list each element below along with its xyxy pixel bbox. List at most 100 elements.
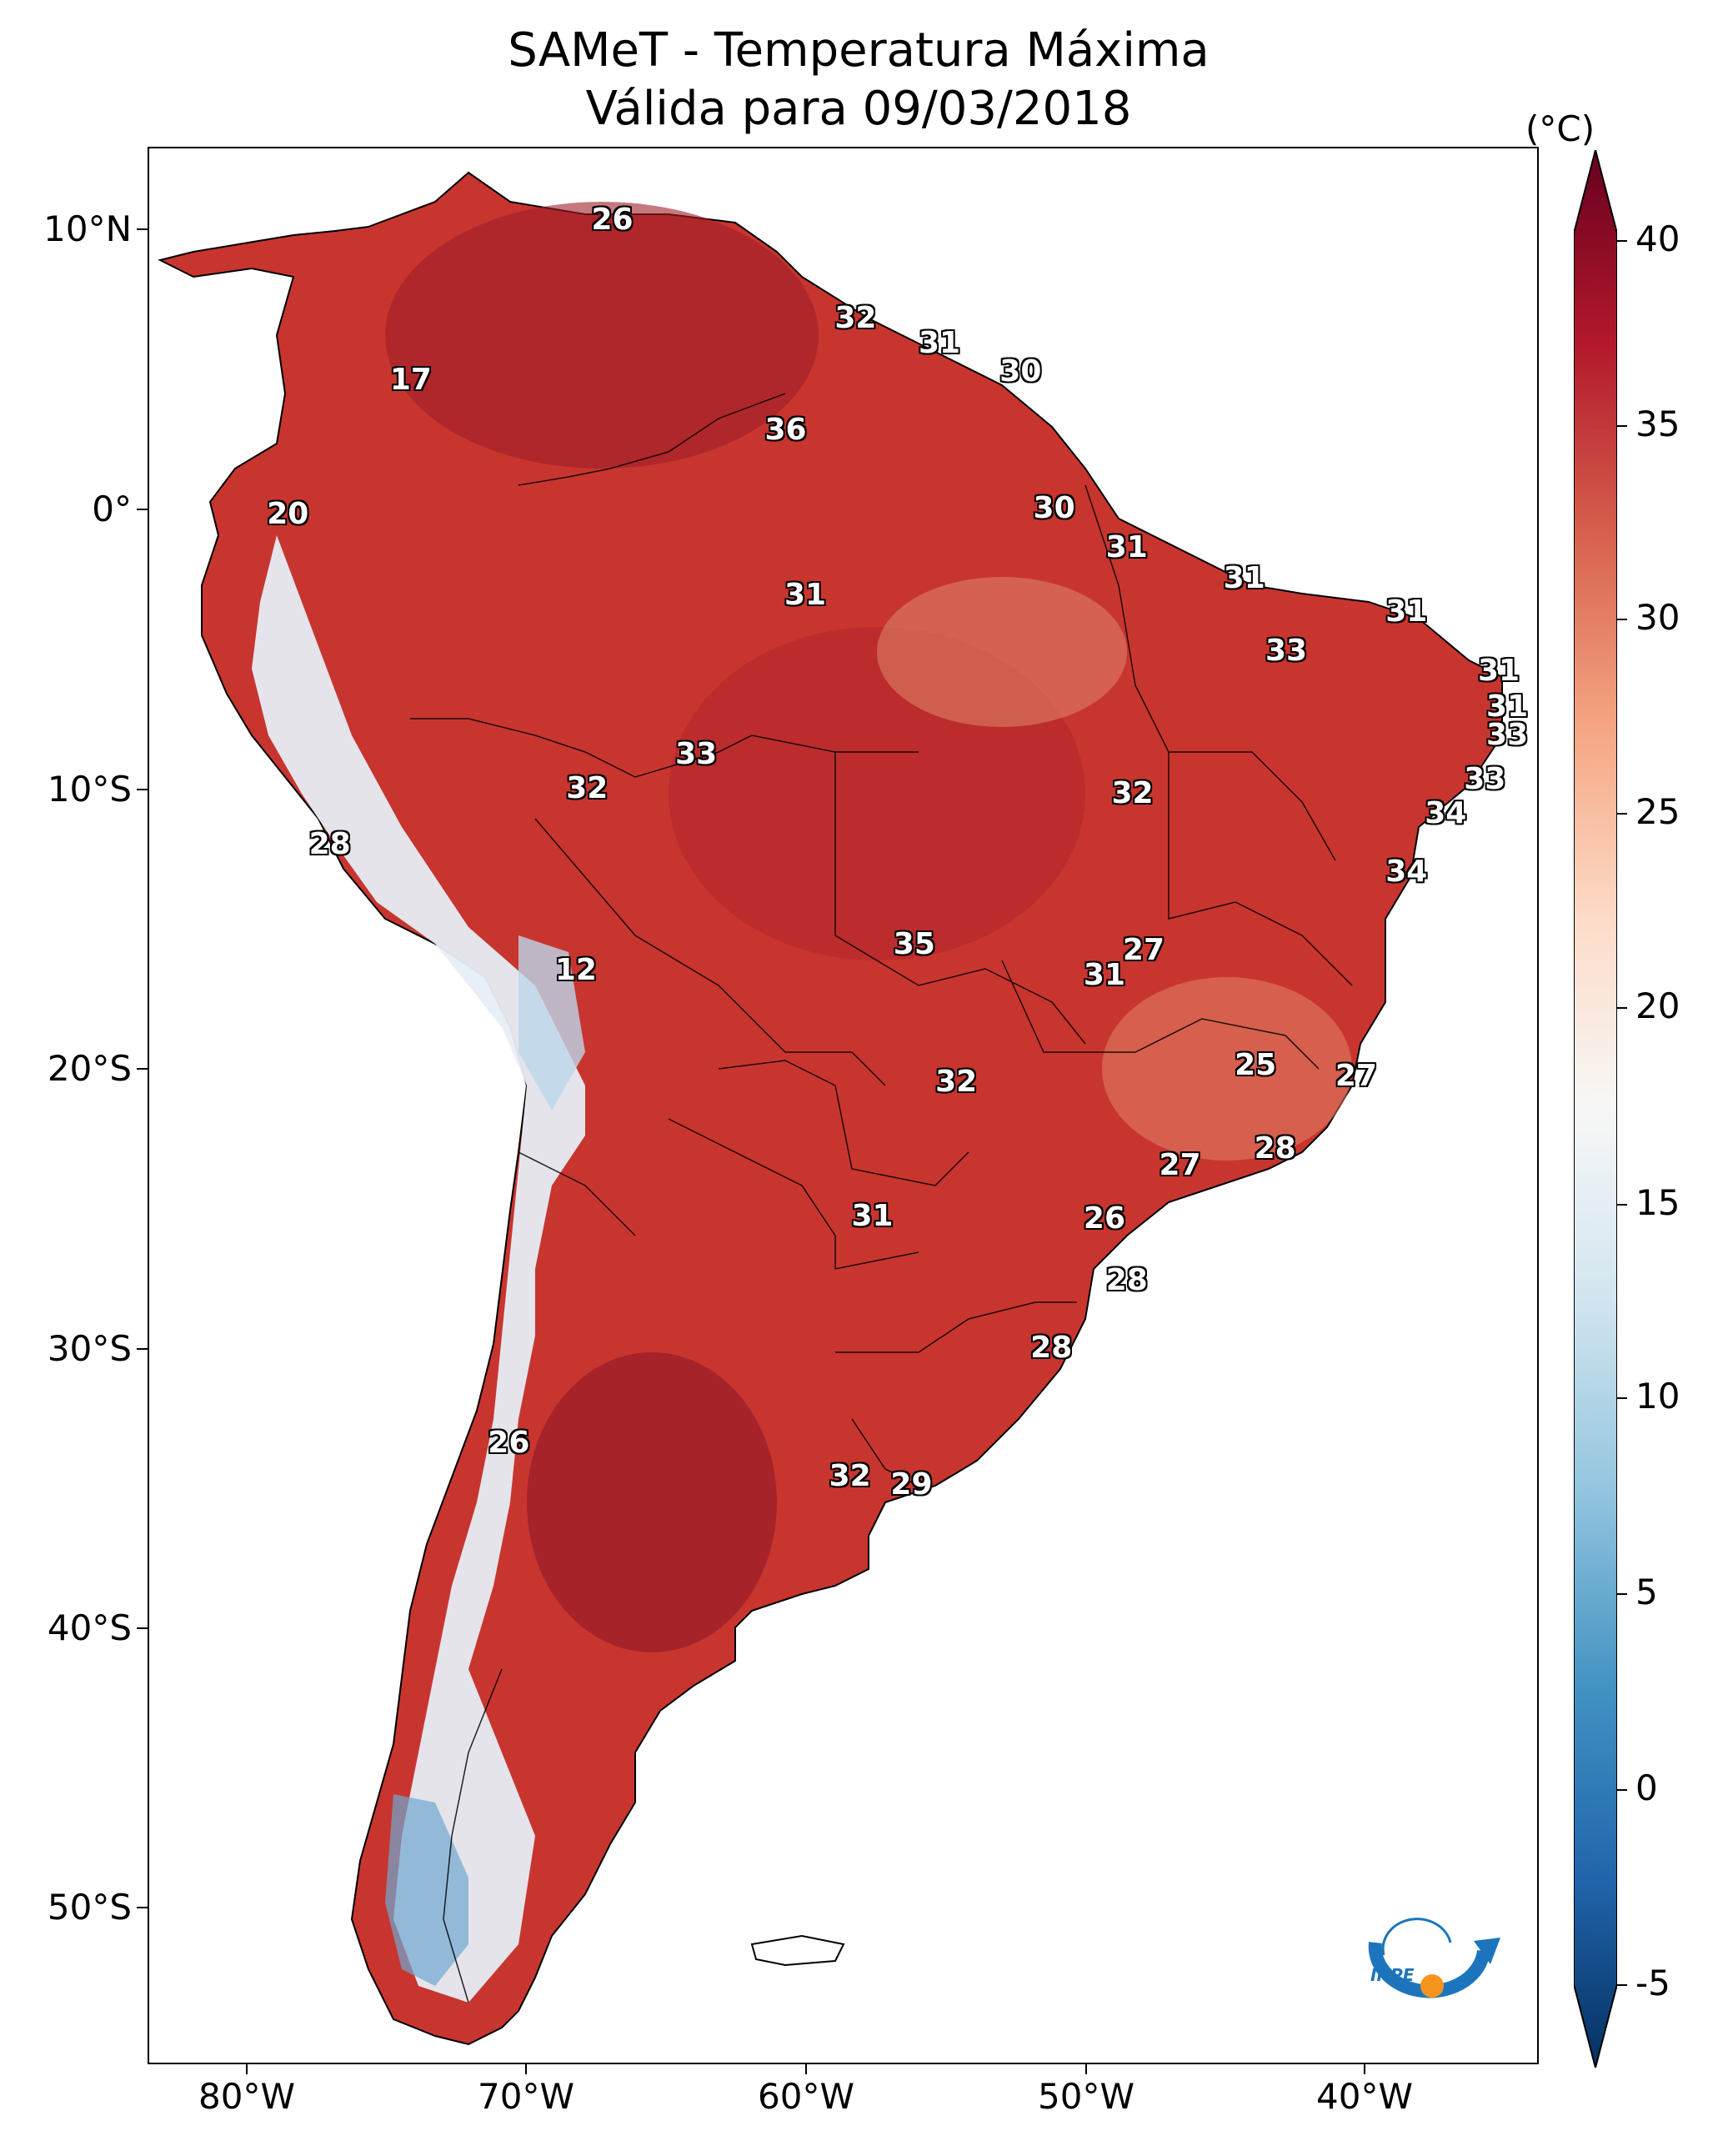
colorbar-tick [1617, 813, 1627, 815]
colorbar-unit: (°C) [1525, 108, 1595, 149]
falkland-islands [750, 1934, 845, 1967]
temperature-label: 33 [1265, 634, 1308, 669]
colorbar-tick [1617, 619, 1627, 620]
colorbar-label-20: 20 [1635, 985, 1680, 1026]
colorbar-tick [1617, 1204, 1627, 1206]
lon-label-40w: 40°W [1316, 2076, 1413, 2117]
patagonia-cold-zone [385, 1794, 468, 1986]
lat-label-30s: 30°S [47, 1328, 132, 1369]
lon-tick [525, 2064, 527, 2074]
temperature-label: 20 [267, 496, 309, 531]
title-line-1: SAMeT - Temperatura Máxima [508, 23, 1210, 78]
inpe-logo-text: INPE [1370, 1965, 1415, 1985]
temperature-label: 33 [675, 737, 718, 772]
continent-shape [158, 171, 1503, 2046]
colorbar-label-10: 10 [1635, 1376, 1680, 1416]
colorbar-label-minus5: -5 [1635, 1963, 1670, 2003]
temperature-label: 27 [1335, 1059, 1377, 1094]
lat-tick [137, 1068, 148, 1070]
lat-tick [137, 228, 148, 230]
lat-tick [137, 1907, 148, 1908]
colorbar-gradient [1574, 150, 1617, 2068]
colorbar-label-40: 40 [1635, 218, 1680, 259]
temperature-label: 34 [1385, 855, 1428, 890]
temperature-label: 34 [1425, 795, 1467, 830]
temperature-label: 33 [1464, 762, 1506, 797]
temperature-label: 28 [1105, 1262, 1148, 1297]
temperature-label: 31 [1105, 529, 1148, 564]
map-panel [148, 147, 1539, 2064]
temperature-label: 31 [918, 326, 961, 361]
temperature-label: 28 [1030, 1330, 1073, 1365]
inpe-logo: INPE [1368, 1918, 1500, 1998]
lat-label-10n: 10°N [43, 208, 132, 249]
temperature-label: 31 [1223, 560, 1265, 595]
colorbar-label-0: 0 [1635, 1767, 1658, 1808]
lat-label-50s: 50°S [47, 1887, 132, 1928]
temperature-label: 36 [764, 413, 807, 448]
lon-label-80w: 80°W [198, 2076, 295, 2117]
lon-tick [1085, 2064, 1087, 2074]
temperature-label: 12 [554, 952, 597, 987]
temperature-label: 17 [389, 362, 432, 397]
colorbar [1574, 150, 1617, 2068]
colorbar-label-5: 5 [1635, 1572, 1658, 1612]
lat-label-0: 0° [92, 489, 132, 529]
temperature-label: 25 [1235, 1047, 1277, 1082]
lon-label-60w: 60°W [758, 2076, 854, 2117]
lat-tick [137, 1627, 148, 1629]
temperature-label: 28 [308, 826, 351, 861]
colorbar-tick [1617, 1007, 1627, 1009]
temperature-label: 31 [1083, 958, 1126, 993]
lon-tick [1364, 2064, 1365, 2074]
altiplano-cold-zone [518, 935, 585, 1111]
temperature-label: 26 [1083, 1201, 1126, 1236]
temperature-label: 26 [488, 1425, 530, 1460]
temperature-label: 32 [566, 770, 609, 805]
temperature-label: 31 [1477, 653, 1520, 688]
lat-label-10s: 10°S [47, 769, 132, 810]
lon-tick [805, 2064, 807, 2074]
temperature-label: 31 [784, 578, 827, 612]
lon-tick [246, 2064, 248, 2074]
temperature-label: 32 [1111, 776, 1154, 811]
country-borders [410, 393, 1353, 2003]
andes-cool-band [252, 535, 585, 2003]
colorbar-tick [1617, 425, 1627, 427]
lat-tick [137, 509, 148, 510]
temperature-label: 28 [1254, 1131, 1296, 1166]
warm-zone-minas [1102, 977, 1352, 1161]
colorbar-tick [1617, 240, 1627, 242]
warm-zone-para [877, 577, 1127, 727]
colorbar-label-15: 15 [1635, 1182, 1680, 1223]
temperature-label: 27 [1122, 933, 1165, 968]
temperature-label: 32 [834, 300, 877, 335]
heat-zone-north [385, 202, 819, 469]
colorbar-tick [1617, 1397, 1627, 1399]
colorbar-label-25: 25 [1635, 791, 1680, 832]
temperature-label: 32 [829, 1458, 871, 1493]
temperature-label: 27 [1159, 1148, 1201, 1183]
lat-tick [137, 1348, 148, 1350]
temperature-label: 29 [890, 1467, 933, 1502]
lon-label-70w: 70°W [478, 2076, 574, 2117]
colorbar-label-30: 30 [1635, 597, 1680, 638]
south-america-temperature-map [158, 171, 1503, 2046]
lat-label-20s: 20°S [47, 1048, 132, 1089]
temperature-label: 33 [1486, 717, 1529, 752]
temperature-label: 30 [999, 353, 1042, 389]
colorbar-tick [1617, 1789, 1627, 1791]
lat-label-40s: 40°S [47, 1607, 132, 1648]
title-line-2: Válida para 09/03/2018 [585, 82, 1132, 136]
temperature-label: 35 [893, 927, 935, 962]
lon-label-50w: 50°W [1038, 2076, 1134, 2117]
lat-tick [137, 789, 148, 790]
temperature-label: 31 [1385, 594, 1428, 629]
colorbar-label-35: 35 [1635, 404, 1680, 444]
colorbar-tick [1617, 1984, 1627, 1986]
heat-zone-argentina [527, 1352, 777, 1652]
temperature-label: 31 [1486, 689, 1529, 725]
map-title: SAMeT - Temperatura Máxima Válida para 0… [150, 22, 1567, 138]
temperature-label: 26 [591, 203, 634, 238]
colorbar-tick [1617, 1593, 1627, 1595]
